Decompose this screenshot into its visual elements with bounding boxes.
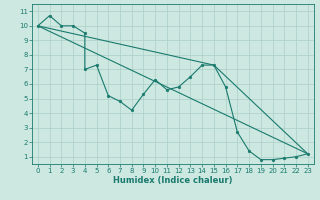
X-axis label: Humidex (Indice chaleur): Humidex (Indice chaleur) [113, 176, 233, 185]
